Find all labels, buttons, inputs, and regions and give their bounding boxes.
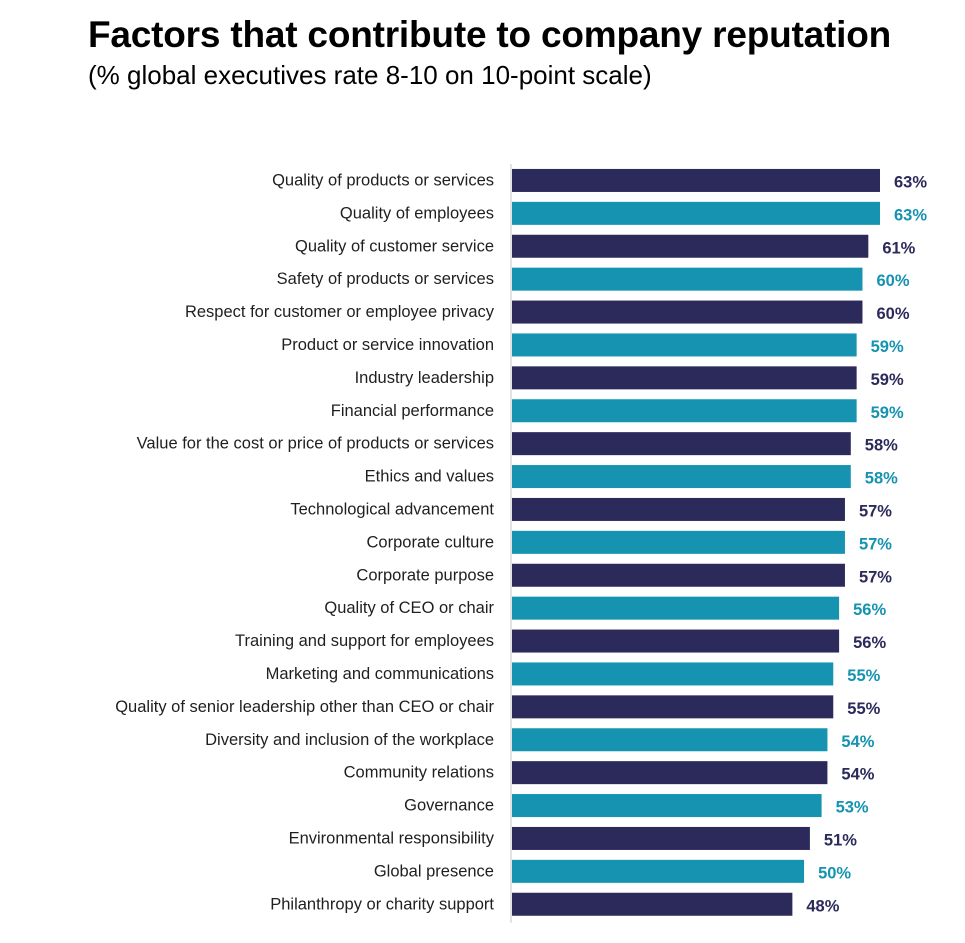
value-label: 48% xyxy=(806,897,839,915)
bar xyxy=(512,596,840,620)
category-label: Quality of products or services xyxy=(272,171,494,189)
category-label: Ethics and values xyxy=(365,468,494,486)
bar xyxy=(512,497,845,521)
bar xyxy=(512,234,869,258)
bar xyxy=(512,761,828,785)
category-label: Quality of senior leadership other than … xyxy=(115,698,494,716)
category-label: Governance xyxy=(404,797,494,815)
value-label: 59% xyxy=(871,338,904,356)
value-label: 63% xyxy=(894,173,927,191)
value-label: 50% xyxy=(818,864,851,882)
bar xyxy=(512,300,863,324)
value-label: 54% xyxy=(841,766,874,784)
value-labels-group: 63% 63% 61% 60% 60% 59% 59% 59% 58% 58% 57% 57% 57% 5… xyxy=(806,173,927,915)
value-label: 60% xyxy=(876,305,909,323)
value-label: 56% xyxy=(853,634,886,652)
category-label: Financial performance xyxy=(331,402,494,420)
category-labels-group: Quality of products or services Quality o… xyxy=(115,171,495,913)
bar xyxy=(512,366,857,390)
value-label: 58% xyxy=(865,437,898,455)
value-label: 58% xyxy=(865,470,898,488)
bar xyxy=(512,892,793,916)
category-label: Safety of products or services xyxy=(277,270,494,288)
value-label: 59% xyxy=(871,404,904,422)
bar xyxy=(512,267,863,291)
bar xyxy=(512,168,880,192)
bar xyxy=(512,530,845,554)
value-label: 53% xyxy=(836,799,869,817)
bar xyxy=(512,563,845,587)
category-label: Philanthropy or charity support xyxy=(270,895,494,913)
bar xyxy=(512,333,857,357)
bar xyxy=(512,826,810,850)
category-label: Diversity and inclusion of the workplace xyxy=(205,731,494,749)
category-label: Value for the cost or price of products … xyxy=(137,435,494,453)
value-label: 57% xyxy=(859,568,892,586)
value-label: 59% xyxy=(871,371,904,389)
category-label: Corporate culture xyxy=(367,533,494,551)
bar xyxy=(512,399,857,423)
value-label: 55% xyxy=(847,700,880,718)
category-label: Corporate purpose xyxy=(356,566,494,584)
value-label: 55% xyxy=(847,667,880,685)
value-label: 56% xyxy=(853,601,886,619)
category-label: Product or service innovation xyxy=(281,336,494,354)
bars-group xyxy=(512,168,880,916)
value-label: 57% xyxy=(859,535,892,553)
value-label: 60% xyxy=(876,272,909,290)
bar xyxy=(512,201,880,225)
category-label: Marketing and communications xyxy=(266,665,494,683)
value-label: 51% xyxy=(824,831,857,849)
bar xyxy=(512,728,828,752)
chart-subtitle: (% global executives rate 8-10 on 10-poi… xyxy=(88,60,652,90)
bar xyxy=(512,465,851,489)
bar xyxy=(512,629,840,653)
category-label: Respect for customer or employee privacy xyxy=(185,303,495,321)
category-label: Community relations xyxy=(344,764,494,782)
category-label: Quality of employees xyxy=(340,204,494,222)
value-label: 57% xyxy=(859,502,892,520)
category-label: Quality of CEO or chair xyxy=(324,599,494,617)
category-label: Quality of customer service xyxy=(295,237,494,255)
category-label: Industry leadership xyxy=(355,369,494,387)
bar xyxy=(512,432,851,456)
bar xyxy=(512,695,834,719)
category-label: Training and support for employees xyxy=(235,632,494,650)
value-label: 63% xyxy=(894,206,927,224)
bar xyxy=(512,859,805,883)
category-label: Technological advancement xyxy=(290,500,494,518)
bar xyxy=(512,794,822,818)
bar xyxy=(512,662,834,686)
category-label: Environmental responsibility xyxy=(289,829,495,847)
chart-title: Factors that contribute to company reput… xyxy=(88,14,891,55)
value-label: 54% xyxy=(841,733,874,751)
category-label: Global presence xyxy=(374,862,494,880)
value-label: 61% xyxy=(882,239,915,257)
